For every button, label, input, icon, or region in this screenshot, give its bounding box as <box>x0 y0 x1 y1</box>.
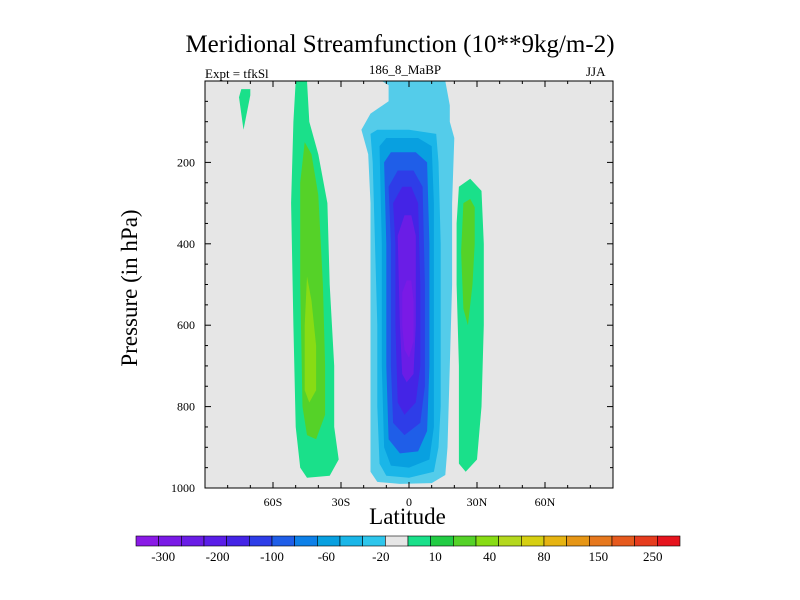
colorbar-box <box>611 535 635 547</box>
x-tick-label: 30N <box>467 495 488 509</box>
contour-level-80 <box>304 276 317 403</box>
y-tick-label: 1000 <box>171 481 195 495</box>
colorbar-label: 80 <box>538 549 551 564</box>
y-tick-label: 600 <box>177 318 195 332</box>
colorbar-box <box>362 535 386 547</box>
colorbar-box <box>385 535 409 547</box>
colorbar-label: 250 <box>643 549 663 564</box>
colorbar-box <box>135 535 159 547</box>
colorbar-box <box>271 535 295 547</box>
colorbar-box <box>317 535 341 547</box>
colorbar-box <box>521 535 545 547</box>
colorbar-label: -200 <box>206 549 230 564</box>
colorbar-box <box>566 535 590 547</box>
contour-level-neg200 <box>402 280 414 358</box>
contour-layer <box>239 81 484 484</box>
colorbar-box <box>634 535 658 547</box>
colorbar-box <box>181 535 205 547</box>
experiment-label: Expt = tfkSl <box>205 66 269 81</box>
colorbar-box <box>475 535 499 547</box>
y-tick-label: 400 <box>177 237 195 251</box>
chart-title: Meridional Streamfunction (10**9kg/m-2) <box>185 31 615 58</box>
colorbar-label: 40 <box>483 549 496 564</box>
y-tick-label: 200 <box>177 155 195 169</box>
colorbar-box <box>203 535 227 547</box>
colorbar-box <box>226 535 250 547</box>
colorbar-label: -20 <box>372 549 389 564</box>
x-tick-label: 60S <box>264 495 283 509</box>
colorbar: -300 -200 -100 -60 -20 10 40 80 150 250 <box>135 535 681 564</box>
x-axis-label: Latitude <box>369 504 446 529</box>
colorbar-box <box>339 535 363 547</box>
colorbar-label: -60 <box>318 549 335 564</box>
colorbar-box <box>249 535 273 547</box>
colorbar-label: 10 <box>429 549 442 564</box>
contour-level-40 <box>461 199 475 326</box>
colorbar-box <box>498 535 522 547</box>
colorbar-label: -100 <box>260 549 284 564</box>
colorbar-box <box>407 535 431 547</box>
colorbar-box <box>430 535 454 547</box>
x-tick-label: 0 <box>406 495 412 509</box>
colorbar-box <box>453 535 477 547</box>
colorbar-box <box>589 535 613 547</box>
colorbar-box <box>294 535 318 547</box>
x-tick-label: 60N <box>535 495 556 509</box>
colorbar-label: 150 <box>589 549 609 564</box>
season-label: JJA <box>586 64 606 79</box>
x-tick-label: 30S <box>332 495 351 509</box>
axis-layer: 60S 30S 0 30N 60N 200 400 600 800 1000 <box>171 80 614 509</box>
colorbar-box <box>657 535 681 547</box>
colorbar-label: -300 <box>151 549 175 564</box>
y-tick-label: 800 <box>177 400 195 414</box>
run-label: 186_8_MaBP <box>368 62 442 77</box>
colorbar-box <box>158 535 182 547</box>
colorbar-box <box>543 535 567 547</box>
contour-level-10 <box>239 89 251 130</box>
